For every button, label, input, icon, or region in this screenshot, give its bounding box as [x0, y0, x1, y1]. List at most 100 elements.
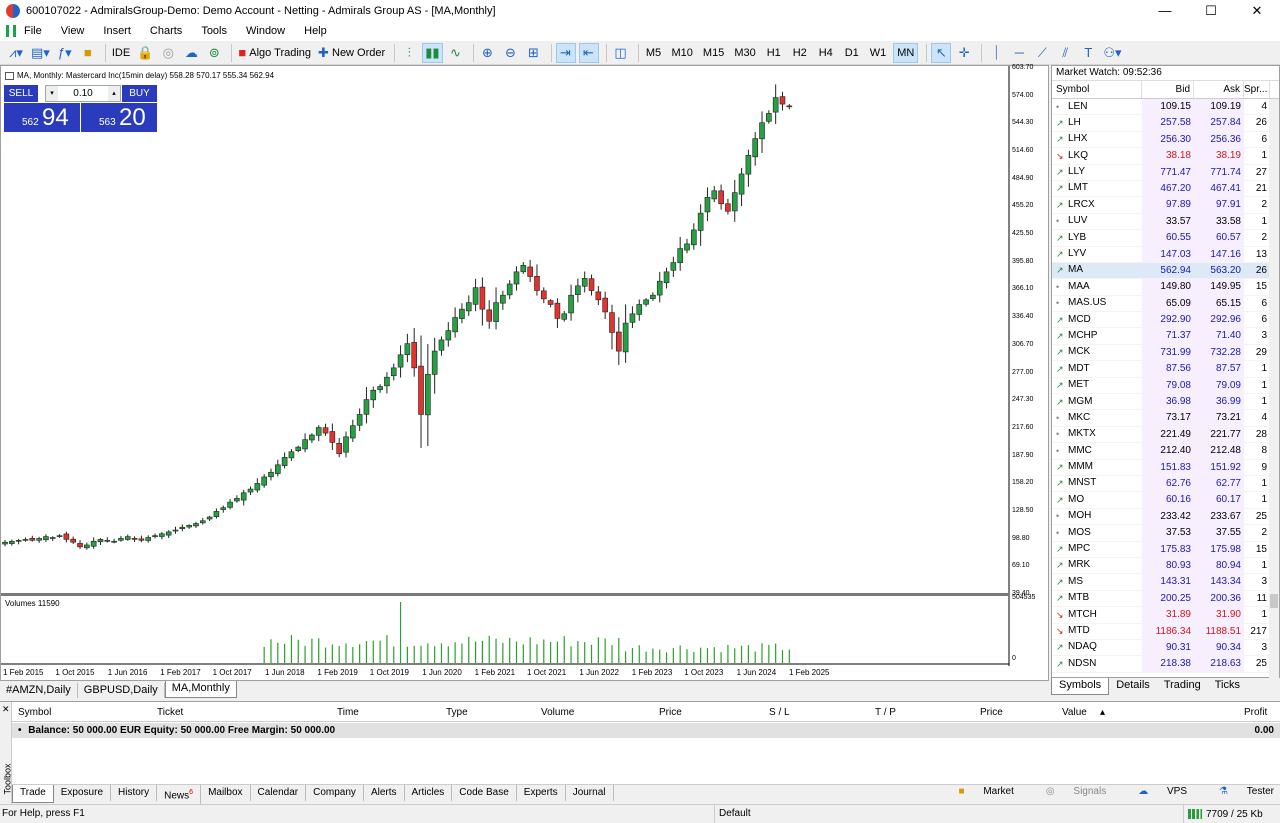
tester-link[interactable]: ⚗ Tester [1203, 786, 1274, 797]
col-ask[interactable]: Ask [1194, 81, 1244, 98]
col-price[interactable]: Price [659, 707, 682, 718]
menu-help[interactable]: Help [304, 25, 327, 37]
market-watch-row[interactable]: • MOH 233.42 233.67 25 [1052, 508, 1279, 526]
tab-company[interactable]: Company [306, 785, 364, 801]
market-watch-row[interactable]: ↗ LHX 256.30 256.36 6 [1052, 131, 1279, 149]
market-watch-row[interactable]: ↗ MCHP 71.37 71.40 3 [1052, 328, 1279, 345]
chart-type-icon[interactable]: ⩘▾ [9, 44, 23, 60]
col-volume[interactable]: Volume [541, 707, 575, 718]
col-trade-symbol[interactable]: Symbol [18, 707, 52, 718]
col-tp[interactable]: T / P [875, 707, 896, 718]
crosshair-icon[interactable]: ✛ [958, 44, 970, 60]
market-watch-row[interactable]: ↗ MGM 36.98 36.99 1 [1052, 394, 1279, 411]
minimize-icon[interactable]: — [1158, 3, 1172, 18]
chart-window[interactable]: MA, Monthly: Mastercard Inc(15min delay)… [0, 64, 1049, 681]
cursor-icon[interactable]: ↖ [931, 42, 952, 63]
market-watch-row[interactable]: ↗ MMM 151.83 151.92 9 [1052, 459, 1279, 476]
tab-mailbox[interactable]: Mailbox [201, 785, 251, 801]
tab-history[interactable]: History [111, 785, 158, 801]
status-connection[interactable]: 7709 / 25 Kb [1183, 805, 1263, 823]
market-watch-row[interactable]: ↗ MPC 175.83 175.98 15 [1052, 541, 1279, 558]
text-icon[interactable]: T [1084, 45, 1093, 60]
signals-link[interactable]: ◎ Signals [1030, 786, 1106, 797]
lot-decrease-icon[interactable]: ▾ [46, 86, 58, 101]
market-watch-row[interactable]: ↘ MTD 1186.34 1188.51 217 [1052, 623, 1279, 640]
tab-alerts[interactable]: Alerts [364, 785, 405, 801]
market-watch-row[interactable]: • LEN 109.15 109.19 4 [1052, 99, 1279, 116]
col-profit[interactable]: Profit [1244, 707, 1268, 718]
market-watch-row[interactable]: • MAA 149.80 149.95 15 [1052, 279, 1279, 296]
tab-experts[interactable]: Experts [517, 785, 566, 801]
timeframe-h4[interactable]: H4 [818, 46, 833, 59]
scrollbar-thumb[interactable] [1270, 594, 1278, 608]
zoom-out-icon[interactable]: ⊖ [505, 44, 516, 60]
market-watch-row[interactable]: ↗ LLY 771.47 771.74 27 [1052, 164, 1279, 181]
balance-row[interactable]: • Balance: 50 000.00 EUR Equity: 50 000.… [12, 723, 1280, 738]
col-ticket[interactable]: Ticket [157, 707, 184, 718]
vertical-line-icon[interactable]: ⏐ [992, 44, 1000, 60]
market-watch-row[interactable]: ↗ MTB 200.25 200.36 11 [1052, 590, 1279, 608]
horizontal-line-icon[interactable]: ─ [1014, 45, 1024, 60]
buy-button[interactable]: BUY [122, 85, 157, 102]
timeframe-d1[interactable]: D1 [844, 46, 859, 59]
market-watch-scrollbar[interactable] [1269, 99, 1279, 679]
tab-news[interactable]: News6 [157, 785, 202, 805]
chart-tab-ma[interactable]: MA,Monthly [164, 681, 237, 698]
market-watch-row[interactable]: ↗ MET 79.08 79.09 1 [1052, 377, 1279, 395]
price-chart[interactable] [1, 66, 1048, 680]
tab-trading[interactable]: Trading [1163, 679, 1201, 691]
menu-view[interactable]: View [60, 25, 85, 37]
market-watch-row[interactable]: ↗ LYB 60.55 60.57 2 [1052, 230, 1279, 247]
market-watch-row[interactable]: ↗ LYV 147.03 147.16 13 [1052, 246, 1279, 263]
market-watch-row[interactable]: ↘ LKQ 38.18 38.19 1 [1052, 148, 1279, 165]
col-value[interactable]: Value [1062, 707, 1087, 718]
vps-link[interactable]: ☁ VPS [1122, 786, 1187, 797]
chart-tab-gbpusd[interactable]: GBPUSD,Daily [78, 683, 165, 698]
market-watch-row[interactable]: ↗ MRK 80.93 80.94 1 [1052, 557, 1279, 575]
chart-shift-icon[interactable]: ⇤ [578, 42, 599, 63]
market-watch-row[interactable]: • MMC 212.40 212.48 8 [1052, 443, 1279, 460]
lock-icon[interactable]: 🔒 [137, 44, 154, 60]
market-watch-row[interactable]: • LUV 33.57 33.58 1 [1052, 213, 1279, 231]
market-watch-row[interactable]: ↗ LMT 467.20 467.41 21 [1052, 180, 1279, 198]
timeframe-mn[interactable]: MN [893, 42, 919, 63]
toolbox-close-icon[interactable]: ✕ [2, 704, 10, 714]
auto-scroll-icon[interactable]: ⇥ [555, 42, 576, 63]
market-link[interactable]: ■ Market [943, 786, 1014, 797]
market-watch-row[interactable]: ↗ MA 562.94 563.20 26 [1052, 262, 1279, 280]
bar-chart-icon[interactable]: ⫶ [407, 44, 411, 60]
templates-icon[interactable]: ▤▾ [31, 44, 50, 60]
timeframe-h2[interactable]: H2 [792, 46, 807, 59]
channel-icon[interactable]: ⫽ [1062, 44, 1069, 60]
trendline-icon[interactable]: ⟋ [1037, 44, 1047, 60]
market-watch-row[interactable]: ↗ MS 143.31 143.34 3 [1052, 574, 1279, 591]
cloud-icon[interactable]: ☁ [184, 44, 198, 60]
tab-calendar[interactable]: Calendar [251, 785, 307, 801]
indicators-icon[interactable]: ƒ▾ [57, 44, 72, 60]
signal-icon[interactable]: ◎ [162, 44, 175, 60]
tab-details[interactable]: Details [1116, 679, 1150, 691]
col-time[interactable]: Time [337, 707, 359, 718]
ide-button[interactable]: IDE [111, 46, 131, 59]
market-watch-row[interactable]: • MKC 73.17 73.21 4 [1052, 410, 1279, 427]
candle-chart-icon[interactable]: ▮▮ [422, 42, 443, 63]
subwindow-separator[interactable] [1, 593, 1009, 596]
sell-button[interactable]: SELL [4, 85, 38, 102]
menu-window[interactable]: Window [246, 25, 286, 37]
tab-ticks[interactable]: Ticks [1214, 679, 1240, 691]
vps-icon[interactable]: ⊚ [208, 44, 220, 60]
col-price-current[interactable]: Price [980, 707, 1003, 718]
timeframe-h1[interactable]: H1 [766, 46, 781, 59]
market-watch-row[interactable]: ↗ MCK 731.99 732.28 29 [1052, 344, 1279, 362]
tab-exposure[interactable]: Exposure [54, 785, 112, 801]
tab-articles[interactable]: Articles [405, 785, 453, 801]
timeframe-w1[interactable]: W1 [869, 46, 887, 59]
menu-charts[interactable]: Charts [149, 25, 183, 37]
market-watch-row[interactable]: ↗ LH 257.58 257.84 26 [1052, 115, 1279, 132]
tab-code-base[interactable]: Code Base [452, 785, 517, 801]
screenshot-icon[interactable]: ◫ [614, 44, 627, 60]
maximize-icon[interactable]: ☐ [1205, 3, 1217, 18]
market-watch-row[interactable]: • MKTX 221.49 221.77 28 [1052, 426, 1279, 444]
tab-trade[interactable]: Trade [12, 785, 54, 803]
market-watch-row[interactable]: • MAS.US 65.09 65.15 6 [1052, 295, 1279, 313]
